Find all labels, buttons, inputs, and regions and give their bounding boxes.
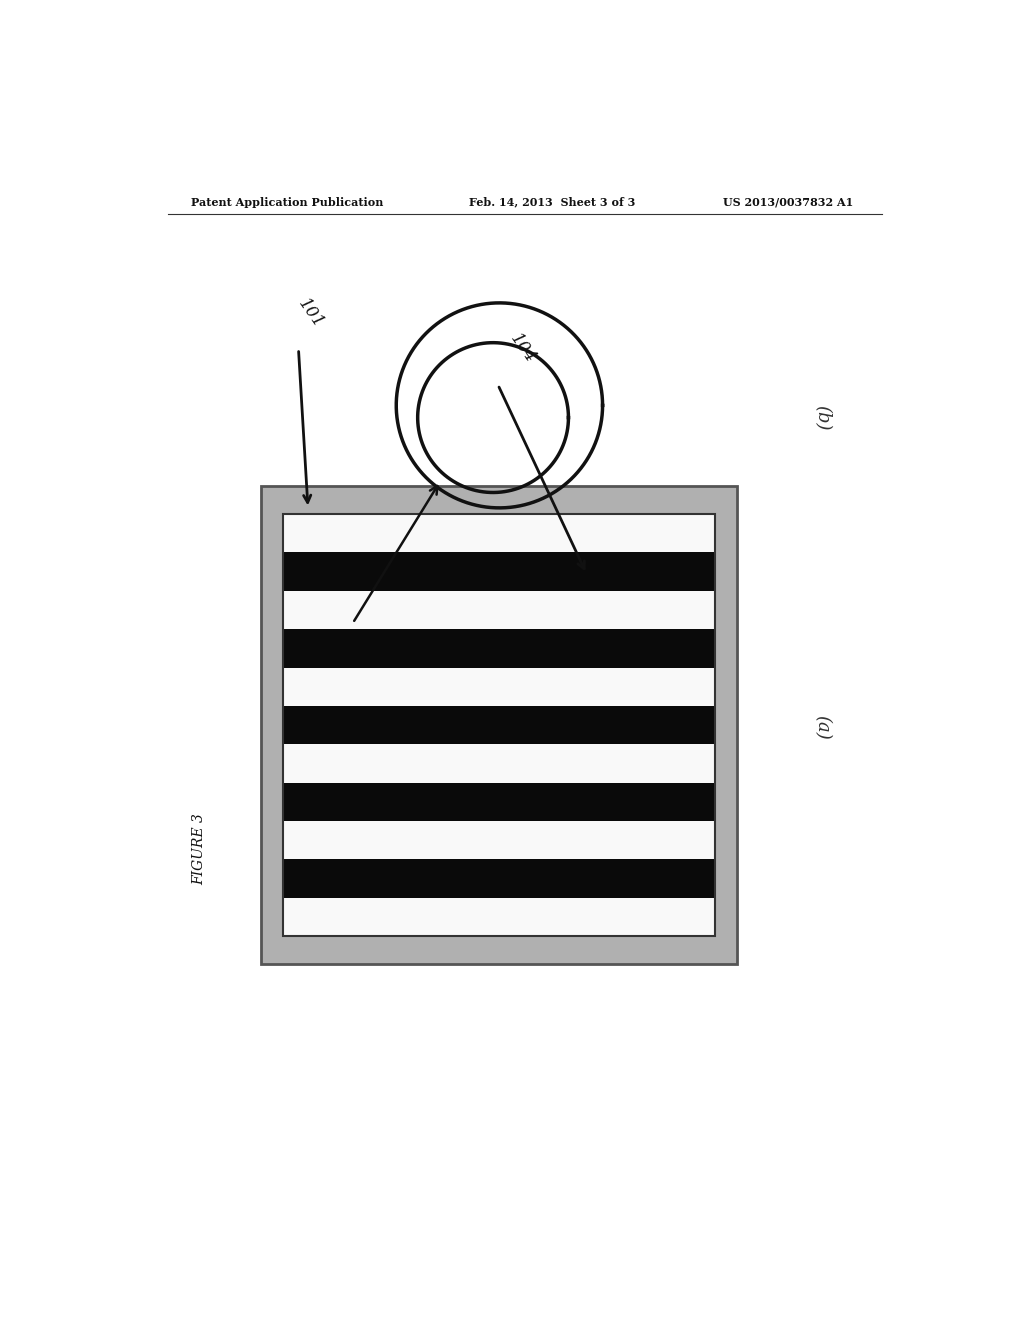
- Bar: [283, 821, 715, 859]
- Text: 104: 104: [507, 331, 539, 367]
- Text: US 2013/0037832 A1: US 2013/0037832 A1: [723, 197, 853, 207]
- Bar: [283, 859, 715, 898]
- Bar: [283, 591, 715, 630]
- Text: (a): (a): [813, 715, 831, 741]
- Bar: [260, 486, 737, 965]
- Bar: [283, 668, 715, 706]
- Bar: [283, 553, 715, 591]
- Text: 101: 101: [295, 296, 327, 331]
- Text: (b): (b): [813, 405, 831, 430]
- Bar: [283, 783, 715, 821]
- Bar: [283, 706, 715, 744]
- Text: Feb. 14, 2013  Sheet 3 of 3: Feb. 14, 2013 Sheet 3 of 3: [469, 197, 636, 207]
- Bar: [283, 515, 715, 936]
- Bar: [283, 630, 715, 668]
- Bar: [283, 515, 715, 936]
- Bar: [260, 486, 737, 965]
- Bar: [283, 744, 715, 783]
- Text: Patent Application Publication: Patent Application Publication: [191, 197, 384, 207]
- Bar: [283, 515, 715, 553]
- Text: FIGURE 3: FIGURE 3: [193, 813, 207, 886]
- Bar: [283, 898, 715, 936]
- Text: 201: 201: [342, 656, 358, 688]
